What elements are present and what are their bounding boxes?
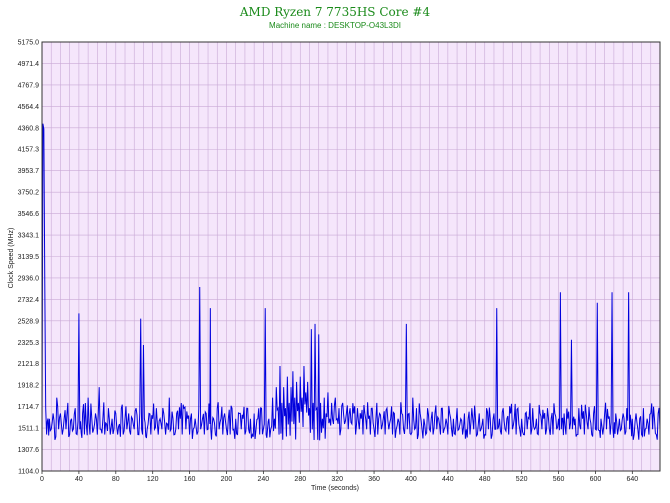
x-tick-label: 240	[258, 476, 270, 483]
x-tick-label: 440	[442, 476, 454, 483]
y-tick-label: 2121.8	[18, 361, 40, 368]
x-tick-label: 80	[112, 476, 120, 483]
y-tick-label: 1307.6	[18, 447, 40, 454]
y-tick-label: 4157.3	[18, 147, 40, 154]
chart-subtitle: Machine name : DESKTOP-O43L3DI	[269, 21, 401, 30]
chart-title: AMD Ryzen 7 7735HS Core #4	[239, 5, 431, 19]
x-tick-label: 200	[221, 476, 233, 483]
y-axis-ticks: 1104.0 1307.6 1511.1 1714.7 1918.2 2121.8 2325…	[18, 40, 40, 476]
plot-border	[41, 41, 661, 472]
y-tick-label: 4971.4	[18, 61, 40, 68]
y-tick-label: 3953.7	[18, 168, 40, 175]
y-tick-label: 1511.1	[18, 426, 39, 433]
y-tick-label: 3750.2	[18, 190, 40, 197]
y-tick-label: 2732.4	[18, 297, 40, 304]
x-tick-label: 40	[75, 476, 83, 483]
x-tick-label: 600	[590, 476, 602, 483]
x-tick-label: 280	[294, 476, 306, 483]
y-tick-label: 2936.0	[18, 275, 40, 282]
y-tick-label: 4564.4	[18, 104, 40, 111]
y-tick-label: 4767.9	[18, 82, 40, 89]
series-line-core4	[41, 123, 661, 441]
y-axis-label: Clock Speed (MHz)	[8, 228, 15, 289]
x-axis-ticks: 0 40 80 120 160 200 240 280 320 360 400 440 480 520 56…	[40, 471, 638, 483]
y-tick-label: 4360.8	[18, 125, 40, 132]
x-tick-label: 360	[368, 476, 380, 483]
x-tick-label: 640	[626, 476, 638, 483]
x-tick-label: 560	[553, 476, 565, 483]
y-tick-label: 3139.5	[18, 254, 40, 261]
y-tick-label: 1714.7	[18, 404, 40, 411]
x-axis-label: Time (seconds)	[311, 485, 359, 492]
x-tick-label: 480	[479, 476, 491, 483]
y-tick-label: 1918.2	[18, 383, 40, 390]
y-tick-label: 3546.6	[18, 211, 40, 218]
x-tick-label: 120	[147, 476, 159, 483]
y-tick-label: 5175.0	[18, 40, 40, 47]
x-tick-label: 0	[40, 476, 44, 483]
x-tick-label: 400	[405, 476, 417, 483]
grid-lines	[42, 42, 660, 471]
x-tick-label: 520	[516, 476, 528, 483]
x-tick-label: 320	[331, 476, 343, 483]
y-tick-label: 3343.1	[18, 233, 40, 240]
y-tick-label: 2325.3	[18, 340, 40, 347]
y-tick-label: 2528.9	[18, 318, 40, 325]
y-tick-label: 1104.0	[18, 469, 39, 476]
x-tick-label: 160	[184, 476, 196, 483]
